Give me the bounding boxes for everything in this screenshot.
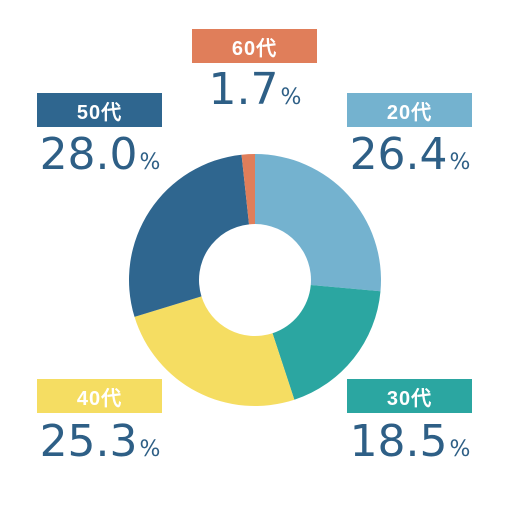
value-20s-unit: % [449,150,471,175]
label-20s-text: 20代 [386,101,433,124]
slice-20s [255,154,382,292]
label-tag-20s: 20代 [347,93,472,127]
slice-60s [241,154,255,225]
label-tag-50s: 50代 [37,93,162,127]
value-50s: 28.0% [20,133,180,177]
label-50s-text: 50代 [76,101,123,124]
label-tag-30s: 30代 [347,379,472,413]
label-tag-60s: 60代 [192,29,317,63]
value-60s-number: 1.7 [208,64,279,115]
value-50s-number: 28.0 [39,129,138,180]
value-60s: 1.7% [175,68,335,112]
value-20s-number: 26.4 [349,129,448,180]
value-50s-unit: % [139,150,161,175]
value-60s-unit: % [280,85,302,110]
slice-30s [272,285,381,400]
value-30s-unit: % [449,437,471,462]
value-40s: 25.3% [20,420,180,464]
label-40s-text: 40代 [76,387,123,410]
label-60s-text: 60代 [231,37,278,60]
slice-50s [129,154,250,317]
value-40s-number: 25.3 [39,416,138,467]
label-tag-40s: 40代 [37,379,162,413]
slice-40s [134,296,295,406]
value-30s-number: 18.5 [349,416,448,467]
value-30s: 18.5% [330,420,490,464]
label-30s-text: 30代 [386,387,433,410]
value-20s: 26.4% [330,133,490,177]
value-40s-unit: % [139,437,161,462]
